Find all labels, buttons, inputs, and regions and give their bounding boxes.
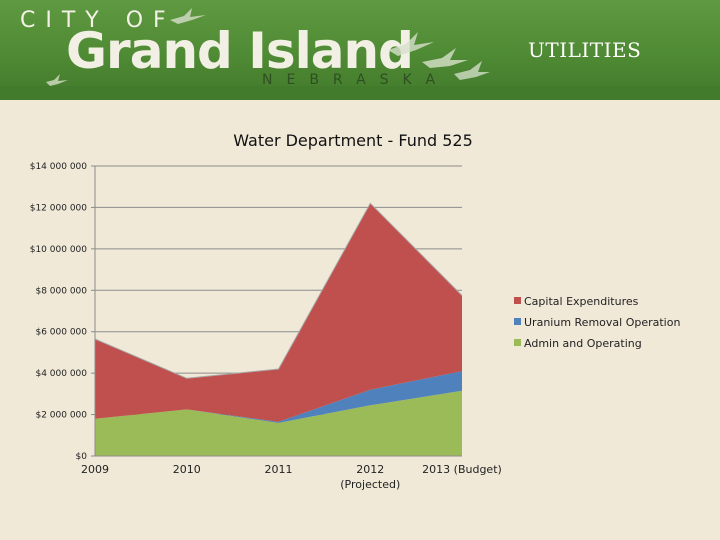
banner-fade bbox=[0, 86, 720, 100]
y-tick-label: $0 bbox=[76, 452, 88, 462]
chart-legend: Capital Expenditures Uranium Removal Oper… bbox=[514, 295, 680, 350]
grand-island-logo-text: Grand Island bbox=[66, 22, 414, 80]
y-tick-label: $2 000 000 bbox=[35, 411, 87, 421]
y-tick-label: $6 000 000 bbox=[35, 328, 87, 338]
crane-icon bbox=[388, 32, 434, 56]
header-banner: CITY OF Grand Island NEBRASKA UTILITIES bbox=[0, 0, 720, 100]
x-tick-label: 2011 bbox=[265, 463, 293, 476]
water-department-chart: Water Department - Fund 525 $0 $2 000 000… bbox=[30, 131, 681, 491]
crane-icon bbox=[46, 74, 68, 86]
x-tick-label: 2009 bbox=[81, 463, 109, 476]
y-tick-label: $12 000 000 bbox=[30, 203, 88, 213]
nebraska-text: NEBRASKA bbox=[262, 72, 450, 88]
y-tick-label: $8 000 000 bbox=[35, 286, 87, 296]
x-axis-ticks: 2009 2010 2011 2012 (Projected) 2013 (Budget) bbox=[81, 463, 502, 491]
legend-swatch bbox=[514, 318, 521, 325]
legend-label: Capital Expenditures bbox=[524, 295, 639, 308]
chart-areas bbox=[94, 202, 463, 456]
legend-label: Admin and Operating bbox=[524, 337, 642, 350]
x-tick-label: 2010 bbox=[173, 463, 201, 476]
y-tick-label: $14 000 000 bbox=[30, 162, 88, 172]
crane-icon bbox=[170, 8, 206, 24]
crane-icon bbox=[454, 61, 490, 80]
area-series bbox=[95, 390, 462, 456]
chart-axes bbox=[94, 166, 462, 457]
area-series bbox=[95, 371, 462, 423]
x-tick-label: 2012 (Projected) bbox=[340, 463, 400, 491]
legend-swatch bbox=[514, 297, 521, 304]
city-of-text: CITY OF bbox=[20, 8, 176, 33]
y-tick-label: $4 000 000 bbox=[35, 369, 87, 379]
legend-label: Uranium Removal Operation bbox=[524, 316, 680, 329]
y-axis-ticks: $0 $2 000 000 $4 000 000 $6 000 000 $8 000 0… bbox=[30, 162, 95, 462]
legend-swatch bbox=[514, 339, 521, 346]
area-series bbox=[95, 203, 462, 422]
y-tick-label: $10 000 000 bbox=[30, 245, 88, 255]
section-title: UTILITIES bbox=[528, 38, 642, 62]
chart-title: Water Department - Fund 525 bbox=[233, 131, 473, 150]
crane-icon bbox=[422, 48, 468, 68]
x-tick-label: 2013 (Budget) bbox=[422, 463, 502, 476]
area-top-edge bbox=[94, 202, 463, 379]
